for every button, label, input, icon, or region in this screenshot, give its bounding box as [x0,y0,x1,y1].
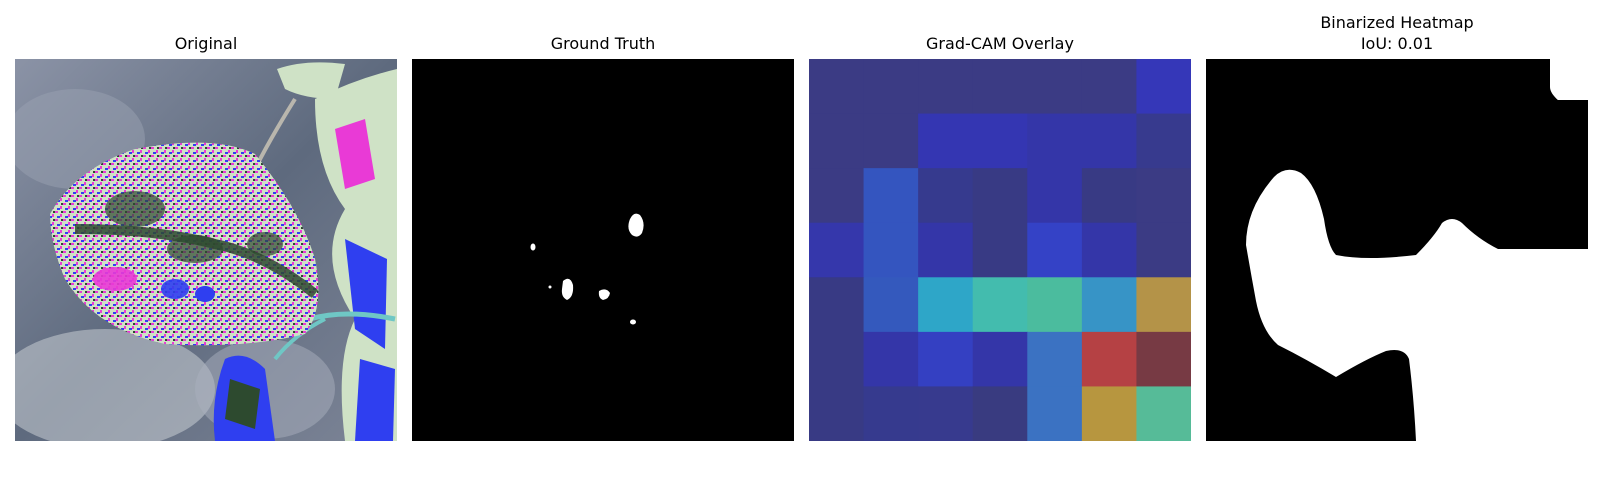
gradcam-cell [1027,277,1083,333]
gradcam-cell [809,222,865,278]
gradcam-cell [1136,386,1191,441]
gradcam-cell [809,331,865,387]
gradcam-cell [809,59,865,115]
gradcam-cell [918,331,974,387]
ground-truth-panel: Ground Truth [412,0,794,500]
gradcam-cell [1027,386,1083,441]
gradcam-cell [1136,331,1191,387]
gradcam-cell [918,386,974,441]
gradcam-cell [1027,222,1083,278]
heatmap-region [1246,59,1588,441]
gradcam-cell [972,113,1028,169]
gradcam-cell [1136,113,1191,169]
binarized-title: Binarized Heatmap [1320,13,1474,32]
gradcam-cell [972,168,1028,224]
gradcam-title: Grad-CAM Overlay [926,34,1074,53]
gradcam-cell [918,168,974,224]
gradcam-cell [972,331,1028,387]
gradcam-cell [1081,59,1137,115]
gradcam-cell [863,168,919,224]
gradcam-cell [809,386,865,441]
gradcam-cell [1136,168,1191,224]
gradcam-cell [1136,59,1191,115]
original-title: Original [174,34,238,53]
gradcam-cell [972,59,1028,115]
ground-truth-mask [412,59,794,441]
gradcam-cell [863,331,919,387]
gradcam-cell [972,277,1028,333]
gradcam-cell [809,113,865,169]
gradcam-cell [863,59,919,115]
gradcam-cell [1027,113,1083,169]
iou-label: IoU: 0.01 [1360,34,1434,53]
gradcam-cell [863,113,919,169]
gradcam-cell [1027,168,1083,224]
gradcam-cell [1136,222,1191,278]
mask-blob [630,319,636,325]
binarized-panel: Binarized Heatmap IoU: 0.01 [1206,0,1588,500]
original-image [15,59,397,441]
gradcam-cell [918,277,974,333]
gradcam-cell [863,277,919,333]
gradcam-cell [863,386,919,441]
gradcam-overlay [809,59,1191,441]
gradcam-cell [1081,168,1137,224]
mask-blob [628,213,644,237]
gradcam-cell [1081,331,1137,387]
ground-truth-title: Ground Truth [550,34,656,53]
gradcam-cell [1027,59,1083,115]
gradcam-cell [1136,277,1191,333]
mask-blob [548,285,552,289]
gradcam-cell [1081,386,1137,441]
gradcam-cell [1027,331,1083,387]
gradcam-cell [1081,277,1137,333]
gradcam-cell [918,222,974,278]
gradcam-cell [918,59,974,115]
gradcam-cell [863,222,919,278]
gradcam-cell [1081,113,1137,169]
gradcam-panel: Grad-CAM Overlay [809,0,1191,500]
gradcam-cell [1081,222,1137,278]
gradcam-cell [809,277,865,333]
gradcam-cell [809,168,865,224]
gradcam-cell [972,386,1028,441]
binarized-heatmap [1206,59,1588,441]
mask-blob [561,278,574,300]
gradcam-cell [972,222,1028,278]
original-panel: Original [15,0,397,500]
mask-blob [598,289,610,300]
gradcam-cell [918,113,974,169]
mask-blob [530,243,536,251]
